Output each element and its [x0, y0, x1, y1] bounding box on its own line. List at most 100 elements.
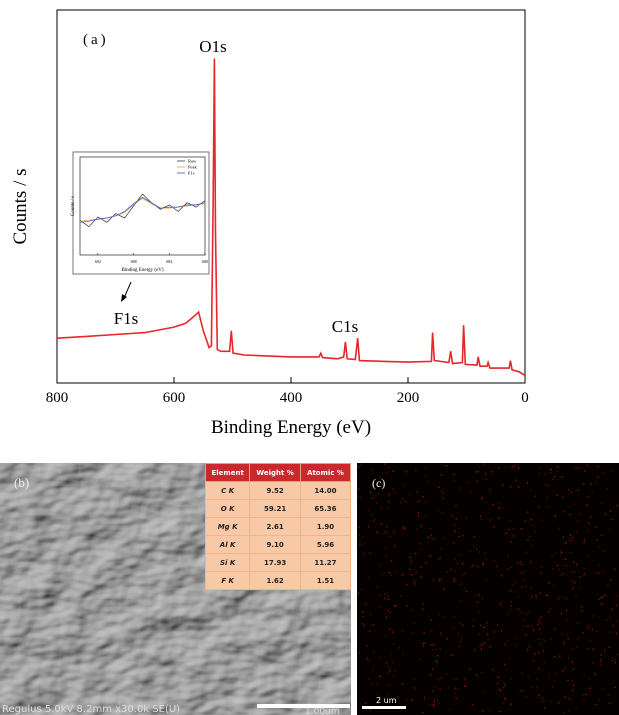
eds-dot	[387, 598, 390, 600]
eds-dot	[453, 473, 455, 475]
eds-dot	[406, 583, 408, 586]
eds-dot	[609, 579, 612, 582]
eds-dot	[487, 633, 489, 635]
eds-dot	[476, 480, 478, 482]
eds-dot	[473, 619, 475, 621]
eds-dot	[610, 608, 613, 611]
eds-dot	[438, 702, 440, 704]
eds-dot	[525, 585, 527, 587]
eds-dot	[562, 670, 564, 672]
eds-dot	[367, 526, 370, 528]
eds-dot	[568, 709, 570, 712]
eds-dot	[413, 678, 415, 680]
eds-dot	[571, 580, 573, 582]
eds-dot	[538, 472, 540, 475]
eds-dot	[440, 634, 442, 636]
eds-dot	[591, 492, 593, 494]
eds-dot	[484, 552, 486, 555]
eds-dot	[500, 689, 502, 692]
eds-dot	[388, 535, 391, 538]
eds-dot	[373, 519, 375, 521]
eds-dot	[530, 489, 532, 491]
y-axis-label: Counts / s	[71, 196, 76, 216]
eds-dot	[477, 471, 479, 473]
eds-dot	[460, 637, 463, 640]
peak-annotation: O1s	[199, 37, 226, 56]
eds-dot	[605, 513, 607, 515]
eds-dot	[587, 624, 589, 626]
eds-dot	[394, 605, 396, 607]
eds-dot	[589, 639, 591, 641]
eds-dot	[558, 527, 560, 529]
eds-dot	[551, 478, 553, 481]
spectrum-line	[79, 196, 206, 223]
eds-dot	[586, 626, 588, 628]
eds-dot	[575, 594, 577, 597]
eds-dot	[434, 686, 436, 688]
eds-dot	[403, 528, 406, 531]
eds-dot	[440, 578, 443, 580]
eds-dot	[602, 687, 604, 689]
eds-dot	[403, 527, 406, 529]
eds-dot	[420, 525, 422, 527]
eds-dot	[553, 680, 555, 682]
eds-dot	[386, 616, 388, 618]
eds-dot	[363, 624, 365, 627]
eds-dot	[603, 550, 605, 552]
eds-dot	[456, 563, 458, 565]
eds-dot	[609, 631, 611, 633]
eds-dot	[452, 654, 454, 657]
eds-dot	[459, 554, 461, 556]
table-row: Mg K 2.61 1.90	[204, 517, 352, 536]
eds-dot	[517, 562, 519, 564]
eds-dot	[582, 632, 584, 634]
eds-dot	[416, 528, 418, 531]
eds-dot	[591, 661, 593, 663]
eds-dot	[435, 485, 437, 488]
eds-dot	[442, 492, 444, 494]
eds-dot	[553, 585, 555, 587]
eds-dot	[609, 510, 612, 512]
eds-dot	[517, 596, 519, 598]
eds-dot	[588, 522, 590, 524]
eds-dot	[607, 584, 609, 586]
eds-dot	[380, 594, 382, 596]
eds-dot	[568, 489, 570, 491]
eds-dot	[504, 643, 506, 645]
eds-dot	[464, 678, 466, 680]
eds-dot	[616, 504, 619, 507]
eds-dot	[376, 683, 378, 685]
eds-dot	[515, 479, 517, 481]
eds-dot	[385, 554, 387, 557]
peak-annotation: F1s	[114, 309, 139, 328]
eds-dot	[553, 655, 555, 658]
eds-dot	[441, 677, 443, 679]
eds-dot	[491, 471, 494, 473]
eds-dot	[462, 624, 464, 626]
eds-dot	[510, 605, 512, 607]
eds-dot	[453, 580, 455, 582]
eds-dot	[567, 697, 570, 699]
eds-dot	[420, 566, 422, 568]
eds-dot	[459, 489, 461, 491]
eds-dot	[405, 473, 407, 476]
eds-dot	[437, 700, 439, 702]
eds-dot	[412, 632, 414, 634]
eds-dot	[443, 615, 445, 617]
eds-dot	[499, 603, 501, 605]
eds-dot	[490, 473, 492, 475]
eds-dot	[563, 511, 565, 513]
eds-dot	[553, 476, 556, 478]
eds-dot	[524, 570, 526, 573]
eds-dot	[362, 611, 364, 613]
eds-dot	[535, 595, 537, 597]
table-row: C K 9.52 14.00	[204, 481, 352, 500]
eds-dot	[572, 668, 574, 670]
eds-dot	[358, 467, 360, 469]
eds-dot	[512, 466, 514, 468]
eds-dot	[587, 496, 589, 498]
eds-dot	[527, 539, 529, 541]
eds-dot	[357, 593, 359, 595]
eds-dot	[368, 660, 370, 662]
eds-dot	[474, 594, 477, 596]
